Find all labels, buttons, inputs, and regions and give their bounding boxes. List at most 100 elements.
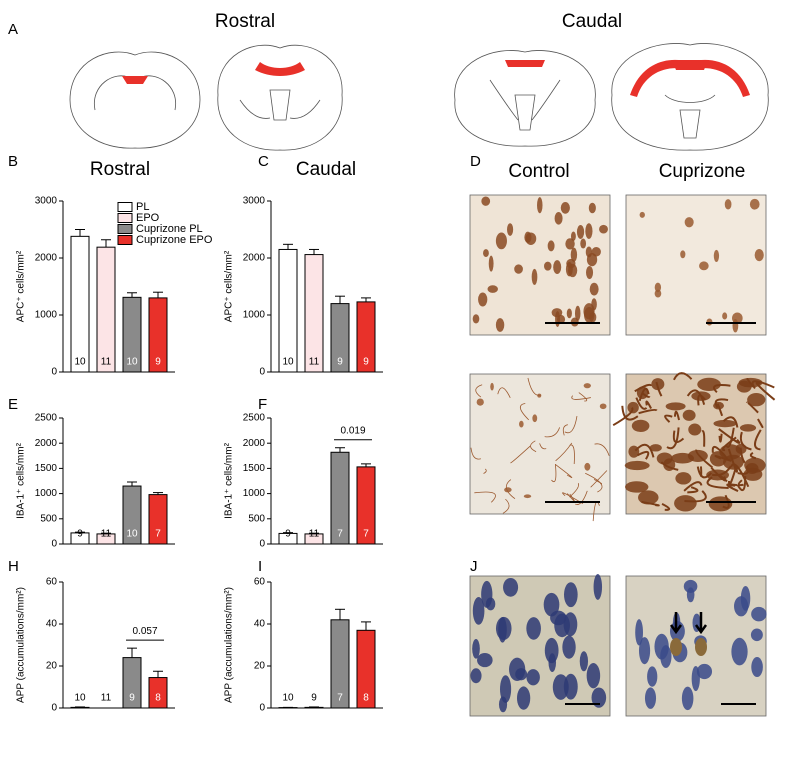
cell [674, 495, 697, 511]
n-label: 7 [337, 693, 343, 704]
cell [587, 663, 601, 688]
cell [545, 638, 559, 663]
cell [625, 481, 648, 492]
cell [472, 639, 480, 659]
cell [477, 653, 493, 667]
y-tick-label: 40 [46, 619, 58, 630]
section-title: Rostral [215, 11, 275, 32]
cell [638, 490, 659, 504]
y-tick-label: 1000 [35, 488, 58, 499]
cell [564, 582, 578, 607]
n-label: 9 [337, 357, 343, 368]
cell [691, 391, 710, 401]
cell [635, 619, 643, 645]
cell [713, 402, 724, 410]
cell [589, 203, 596, 214]
p-value: 0.057 [132, 626, 157, 637]
n-label: 9 [155, 357, 161, 368]
cell [496, 233, 507, 250]
cell [580, 651, 588, 671]
cell [561, 202, 570, 214]
cell [666, 402, 686, 410]
cell [713, 420, 736, 427]
chart-title: Caudal [296, 159, 356, 180]
n-label: 11 [101, 357, 112, 368]
cell [737, 381, 752, 393]
bar [97, 247, 115, 372]
cell [514, 264, 523, 273]
panel-letter: H [8, 558, 19, 575]
cell [537, 394, 541, 398]
n-label: 9 [129, 693, 135, 704]
panel-letter: J [470, 558, 478, 575]
cell [471, 668, 482, 683]
cell [496, 318, 504, 332]
app-cell [695, 638, 707, 656]
legend-swatch [118, 236, 132, 245]
cell [751, 657, 763, 677]
cell [637, 386, 648, 399]
legend-swatch [118, 214, 132, 223]
y-tick-label: 2000 [35, 438, 58, 449]
cell [584, 383, 591, 388]
panel-letter: B [8, 153, 18, 170]
micrograph [626, 195, 766, 335]
cell [478, 292, 487, 306]
n-label: 10 [282, 693, 294, 704]
cell [697, 378, 721, 391]
y-tick-label: 1000 [243, 488, 266, 499]
n-label: 11 [309, 529, 320, 540]
n-label: 10 [74, 693, 86, 704]
cell [487, 285, 498, 293]
cell [625, 461, 650, 470]
cell [688, 424, 701, 436]
legend-label: Cuprizone EPO [136, 234, 213, 246]
cell [751, 607, 766, 621]
y-tick-label: 2000 [243, 438, 266, 449]
y-tick-label: 0 [51, 367, 57, 378]
legend-swatch [118, 203, 132, 212]
cell [548, 240, 555, 251]
y-axis-label: APP (accumulations/mm²) [16, 587, 27, 703]
y-tick-label: 1000 [35, 310, 58, 321]
y-tick-label: 20 [254, 661, 266, 672]
cell [517, 686, 530, 709]
n-label: 10 [282, 357, 294, 368]
cell [714, 250, 719, 262]
cell [683, 410, 696, 421]
cell [706, 470, 729, 481]
cell [645, 687, 656, 709]
n-label: 9 [285, 529, 291, 540]
column-title: Control [508, 161, 569, 182]
cell [584, 463, 590, 471]
y-tick-label: 3000 [243, 196, 266, 207]
cell [496, 617, 512, 640]
y-axis-label: APP (accumulations/mm²) [224, 587, 235, 703]
legend-swatch [118, 225, 132, 234]
n-label: 11 [101, 529, 112, 540]
cell [594, 574, 602, 600]
cell [592, 247, 601, 257]
cell [500, 675, 511, 703]
cell [552, 308, 563, 317]
column-title: Cuprizone [659, 161, 746, 182]
cell [544, 262, 551, 271]
cell [732, 319, 738, 332]
n-label: 11 [309, 357, 320, 368]
cell [504, 487, 512, 492]
bar [71, 707, 89, 708]
n-label: 9 [311, 693, 317, 704]
cell [655, 283, 661, 293]
cell [680, 250, 685, 258]
cell [628, 446, 639, 458]
cell [699, 261, 709, 270]
y-axis-label: APC⁺ cells/mm² [16, 250, 27, 322]
panel-letter: D [470, 153, 481, 170]
bar [279, 249, 297, 372]
cell [489, 256, 494, 272]
y-axis-label: IBA-1⁺ cells/mm² [224, 442, 235, 519]
cell [692, 666, 700, 691]
cell [750, 199, 760, 210]
y-tick-label: 40 [254, 619, 266, 630]
cell [599, 225, 608, 234]
